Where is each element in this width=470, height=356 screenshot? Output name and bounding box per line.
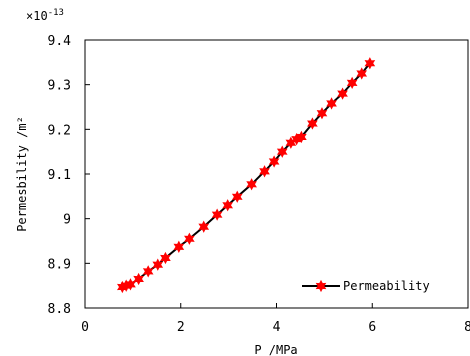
data-point (184, 232, 195, 245)
y-axis-label: Permesbility /m² (15, 116, 29, 232)
data-point (142, 265, 154, 278)
y-tick-label: 9.4 (48, 34, 72, 49)
y-tick-label: 8.8 (48, 302, 71, 317)
data-point (356, 67, 368, 80)
y-tick-label: 9 (63, 213, 71, 228)
data-point (198, 220, 210, 233)
y-axis-ticks: 8.8 8.9 9 9.1 9.2 9.3 9.4 (48, 34, 90, 317)
data-point (316, 107, 328, 120)
x-tick-label: 4 (273, 320, 281, 335)
x-tick-label: 6 (368, 320, 376, 335)
data-point (259, 165, 270, 178)
legend: Permeability (302, 279, 430, 293)
y-axis-multiplier: ×10-13 (26, 8, 64, 23)
data-point (152, 258, 164, 271)
legend-marker-swatch (315, 279, 327, 293)
data-point (222, 199, 233, 212)
x-tick-label: 2 (177, 320, 185, 335)
data-point (231, 190, 243, 203)
data-point (246, 178, 257, 191)
x-tick-label: 0 (81, 320, 89, 335)
data-point (326, 97, 337, 110)
data-point (211, 208, 223, 221)
series-line (122, 62, 371, 288)
x-tick-label: 8 (464, 320, 470, 335)
data-point (276, 145, 288, 158)
data-point (337, 87, 348, 100)
data-point (160, 251, 171, 265)
data-point (307, 117, 318, 130)
data-point (346, 76, 358, 90)
data-point (268, 155, 280, 168)
data-point (173, 240, 185, 253)
y-tick-label: 9.3 (48, 79, 71, 94)
x-axis-ticks: 0 2 4 6 8 (81, 303, 470, 335)
data-point (133, 272, 144, 286)
legend-marker (315, 279, 327, 293)
y-tick-label: 9.2 (48, 123, 71, 138)
data-point (296, 130, 307, 144)
y-tick-label: 8.9 (48, 257, 71, 272)
y-tick-label: 9.1 (48, 168, 71, 183)
data-point (364, 57, 376, 70)
legend-label: Permeability (343, 279, 430, 293)
plot-area-frame (84, 39, 469, 309)
data-series (117, 57, 376, 294)
x-axis-label: P /MPa (254, 343, 297, 356)
